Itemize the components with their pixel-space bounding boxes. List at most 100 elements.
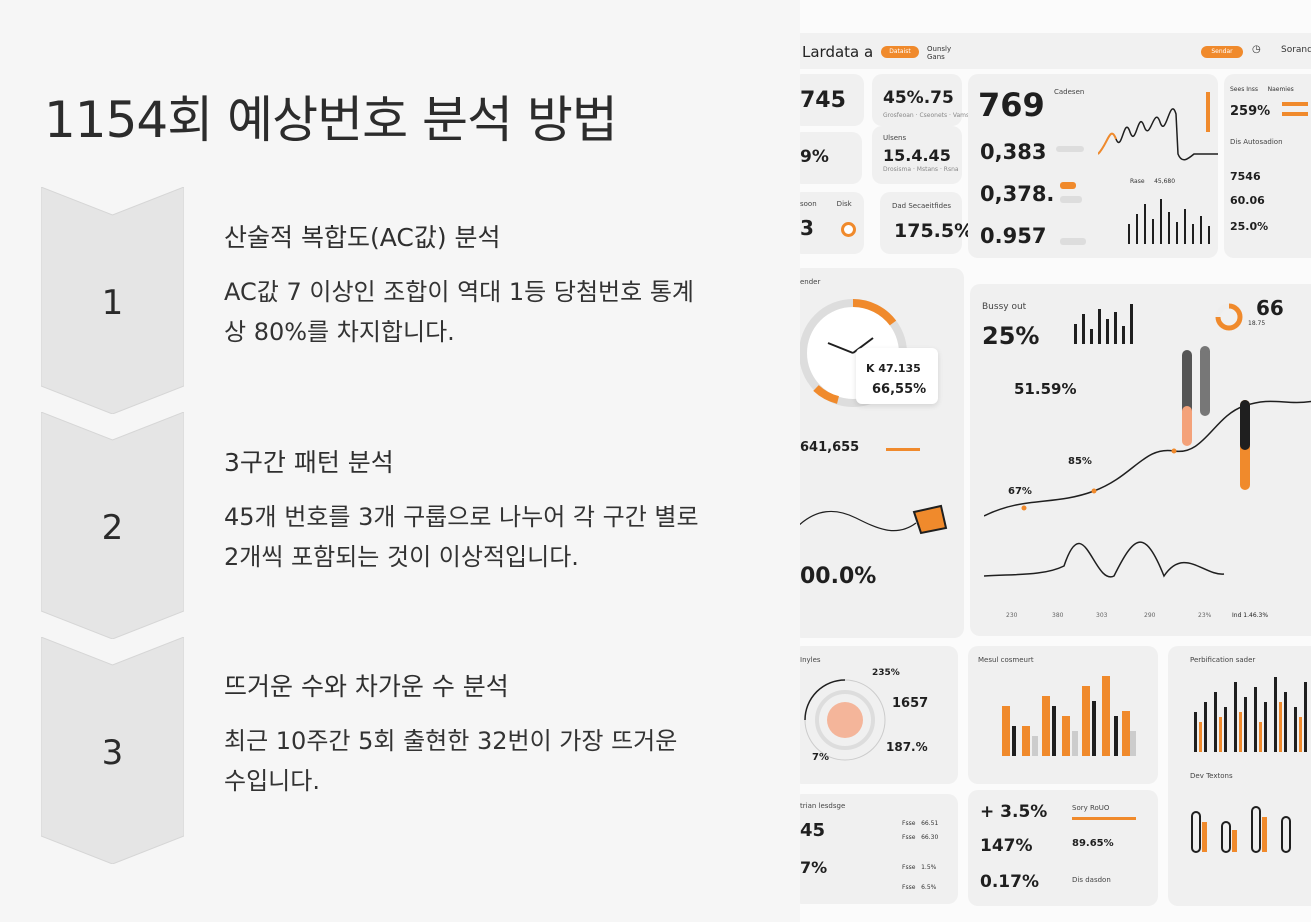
gauge-chart [804,679,886,761]
stat-15-4-45: 15.4.45 [883,146,951,165]
stat-card-175: Dad Secaeitfides 175.5% [880,192,973,254]
step-1-number: 1 [101,283,124,323]
step-3-chevron: 3 [41,637,184,864]
x-tick-0: 230 [1006,612,1018,619]
x-tick-4: 23% [1198,612,1212,619]
stat-p147: 147% [980,836,1033,856]
stat-p017: 0.17% [980,872,1039,892]
x-tick-3: 290 [1144,612,1156,619]
dashboard-topbar: Lardata a Dataist Ounsly Gans Sendar ◷ So… [800,33,1311,69]
stat-card-259: Sees Inss Naemies 259% Dis Autosadion 75… [1224,74,1311,258]
stat-18-75: 18.75 [1248,320,1266,327]
stat-1657: 1657 [892,696,929,711]
stat-51-59: 51.59% [1014,380,1077,398]
stat-769-label: Cadesen [1054,88,1085,96]
slide-panel: 1154회 예상번호 분석 방법 1 산술적 복합도(AC값) 분석 AC값 7… [41,91,724,864]
stat-45-75: 45%.75 [883,88,954,108]
step-2: 3구간 패턴 분석 45개 번호를 3개 구룹으로 나누어 각 구간 별로 2개… [224,443,724,577]
measure-card: Mesul cosmeurt [968,646,1158,784]
stat-9pct: 9% [800,147,829,167]
stat-15-label: Ulsens [883,134,907,142]
bar-641 [886,448,920,451]
stat-0957: 0.957 [980,224,1047,248]
tooltip-card: K 47.135 66,55% [856,348,938,404]
step-2-body: 45개 번호를 3개 구룹으로 나누어 각 구간 별로 2개씩 포함되는 것이 … [224,503,699,571]
perf-bar-chart [1194,677,1307,752]
stat-3: 3 [800,216,814,240]
step-1-heading: 산술적 복합도(AC값) 분석 [224,223,501,252]
stat-45-bot: 45 [800,820,826,841]
stat-card-15-4-45: Ulsens 15.4.45 Drosisma · Mstans · Rsna [872,126,962,184]
dial-line-chart [800,504,948,535]
ledger-v1: Fsse 66.51 [902,820,939,827]
bar-259 [1282,102,1308,106]
clock-icon: ◷ [1252,44,1261,55]
stat-00pct: 00.0% [800,564,877,589]
step-1-chevron: 1 [41,187,184,414]
stat-259-label: Sees Inss Naemies [1230,86,1294,93]
mini-bar-3 [1060,238,1086,245]
stat-745: 745 [800,88,846,113]
stat-7546: 7546 [1230,170,1261,183]
x-tick-2: 303 [1096,612,1108,619]
measure-label: Mesul cosmeurt [978,656,1034,664]
dev-label: Dev Textons [1190,772,1233,780]
stat-card-769: 769 Cadesen 0,383 0,378. 0.957 Rase 45,6… [968,74,1218,258]
stat-769: 769 [978,86,1045,124]
x-tick-1: 380 [1052,612,1064,619]
stat-175: 175.5% [894,220,974,242]
step-3-body: 최근 10주간 5회 출현한 32번이 가장 뜨거운 수입니다. [224,727,678,795]
stat-0383: 0,383 [980,140,1047,164]
stat-235: 235% [872,668,900,678]
mini-bar-chart [1074,304,1133,344]
stat-25pct: 25% [982,322,1040,350]
stat-45-75-sub: Grosfeoan · Cseonets · Vamsat [883,112,976,119]
dss-label: Dis dasdon [1072,876,1111,884]
main-line-chart [984,346,1311,578]
percent-card: + 3.5% 147% 0.17% Sory RoUO 89.65% Dis d… [968,790,1158,906]
step-2-chevron: 2 [41,412,184,639]
top-right-pill: Sendar [1201,46,1243,58]
ledger-label: trian lesdsge [800,802,846,810]
perf-card: Perbification sader Dev Textons [1168,646,1311,906]
step-2-heading: 3구간 패턴 분석 [224,448,394,477]
stat-7pct-small: 7% [812,752,829,763]
stat-card-3: soon Disk 3 [800,192,864,254]
stat-641: 641,655 [800,440,860,455]
waveform-chart [1098,92,1218,244]
dev-chart [1191,806,1291,853]
stat-card-745: 745 [800,74,864,126]
stat-187: 187.% [886,740,928,754]
stat-259: 259% [1230,104,1271,119]
donut-66 [1215,303,1243,331]
step-2-number: 2 [101,508,124,548]
sor-label: Sory RoUO [1072,804,1110,812]
top-right-label: Sorand [1281,45,1311,55]
stat-769-small: Rase 45,680 [1130,178,1176,185]
mini-bar-orange [1060,182,1076,189]
stat-1-46: Ind 1.46.3% [1232,612,1269,619]
stat-60-06: 60.06 [1230,194,1265,207]
stat-175-label: Dad Secaeitfides [892,202,952,210]
stat-85pct: 85% [1068,456,1092,467]
mini-bar-2 [1060,196,1082,203]
stat-7pct: 7% [800,858,828,877]
stat-67pct: 67% [1008,486,1032,497]
stat-p35: + 3.5% [980,802,1048,822]
main-chart-label: Bussy out [982,302,1027,312]
step-3-number: 3 [101,733,124,773]
stat-66-55: 66,55% [872,382,927,397]
step-3-heading: 뜨거운 수와 차가운 수 분석 [224,672,509,701]
bar-259-b [1282,112,1308,116]
step-1: 산술적 복합도(AC값) 분석 AC값 7 이상인 조합이 역대 1등 당첨번호… [224,218,724,352]
ring-icon [841,222,856,237]
gauge-card: Inyles 1657 187.% 235% 7% [800,646,958,784]
ledger-v2: Fsse 66.30 [902,834,939,841]
top-label: Ounsly Gans [927,45,952,61]
dashboard-brand: Lardata a [802,43,874,61]
step-1-body: AC값 7 이상인 조합이 역대 1등 당첨번호 통계상 80%를 차지합니다. [224,278,694,346]
stat-0378: 0,378. [980,182,1055,206]
gauge-label: Inyles [800,656,821,664]
mini-bar [1056,146,1084,152]
stat-25-0: 25.0% [1230,220,1269,233]
